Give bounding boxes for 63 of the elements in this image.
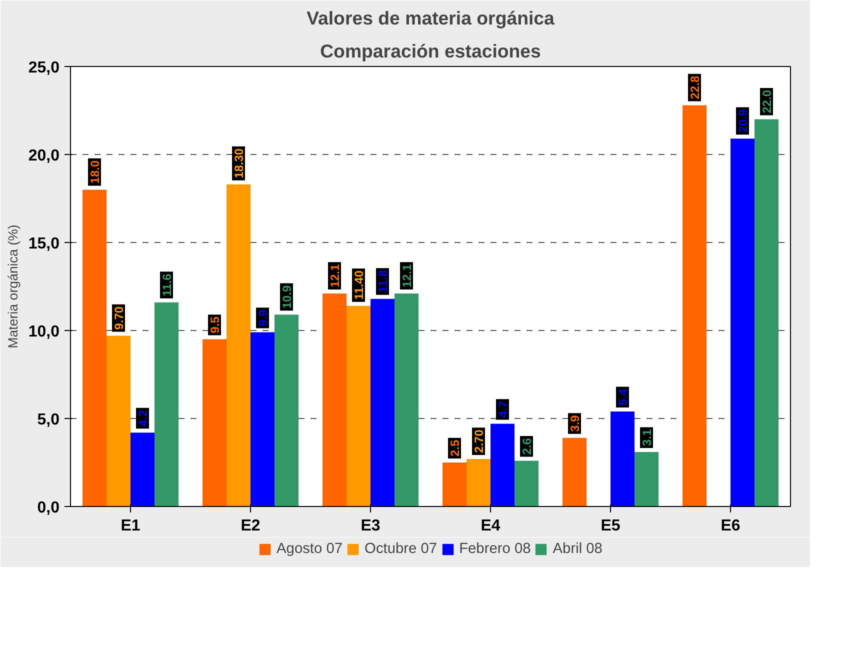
y-tick-label: 10,0 [28,324,60,340]
bar [226,184,250,506]
bar [490,424,514,506]
legend-label: Febrero 08 [459,541,531,557]
bar [82,190,106,506]
x-tick-label: E4 [480,518,500,534]
data-label: 9.5 [208,316,222,334]
data-label: 2.6 [520,438,534,455]
bar [154,302,178,506]
data-label: 2.5 [448,439,462,456]
y-axis-title: Materia orgánica (%) [5,224,20,348]
bar [394,294,418,506]
bar [346,306,370,506]
data-label: 22.0 [760,90,774,114]
data-label: 5.4 [616,388,630,406]
data-label: 18.30 [232,148,246,178]
legend-label: Agosto 07 [276,541,343,557]
x-tick-label: E3 [360,518,380,534]
bar [610,411,634,506]
y-tick-label: 25,0 [28,60,60,76]
x-tick-label: E6 [720,518,740,534]
data-label: 9.70 [112,306,126,330]
data-label: 22.8 [688,76,702,100]
data-label: 11.8 [376,270,390,293]
bar [634,452,658,506]
y-tick-label: 5,0 [37,412,60,428]
x-tick-label: E5 [600,518,620,534]
legend-label: Abril 08 [552,541,602,557]
data-label: 3.1 [640,428,654,446]
bar [442,462,466,506]
y-tick-label: 0,0 [37,500,60,516]
data-label: 9.9 [256,309,270,326]
y-tick-label: 15,0 [28,236,60,252]
bar [274,314,298,506]
bar [682,105,706,506]
data-label: 2.70 [472,429,486,453]
data-label: 18.0 [88,160,102,184]
data-label: 12.1 [400,264,414,288]
bar [754,119,778,506]
bar [130,432,154,506]
data-label: 20.9 [736,108,750,133]
bar [514,460,538,506]
bar [322,294,346,506]
data-label: 3.9 [568,414,582,432]
legend-label: Octubre 07 [364,541,438,557]
bar [730,138,754,506]
bar [466,458,490,506]
chart-title: Valores de materia orgánica [306,8,556,28]
bar [106,336,130,506]
data-label: 11.40 [352,270,366,300]
data-label: 4.7 [496,400,510,418]
data-label: 10.9 [280,284,294,309]
chart-subtitle: Comparación estaciones [320,40,541,62]
y-tick-label: 20,0 [28,148,60,164]
bar [562,438,586,506]
bar [250,332,274,506]
x-tick-label: E2 [240,518,260,534]
x-tick-label: E1 [120,518,140,534]
data-label: 4.2 [136,410,150,427]
data-label: 11.6 [160,273,174,296]
data-label: 12.1 [328,264,342,288]
bar [370,298,394,506]
bar [202,339,226,506]
